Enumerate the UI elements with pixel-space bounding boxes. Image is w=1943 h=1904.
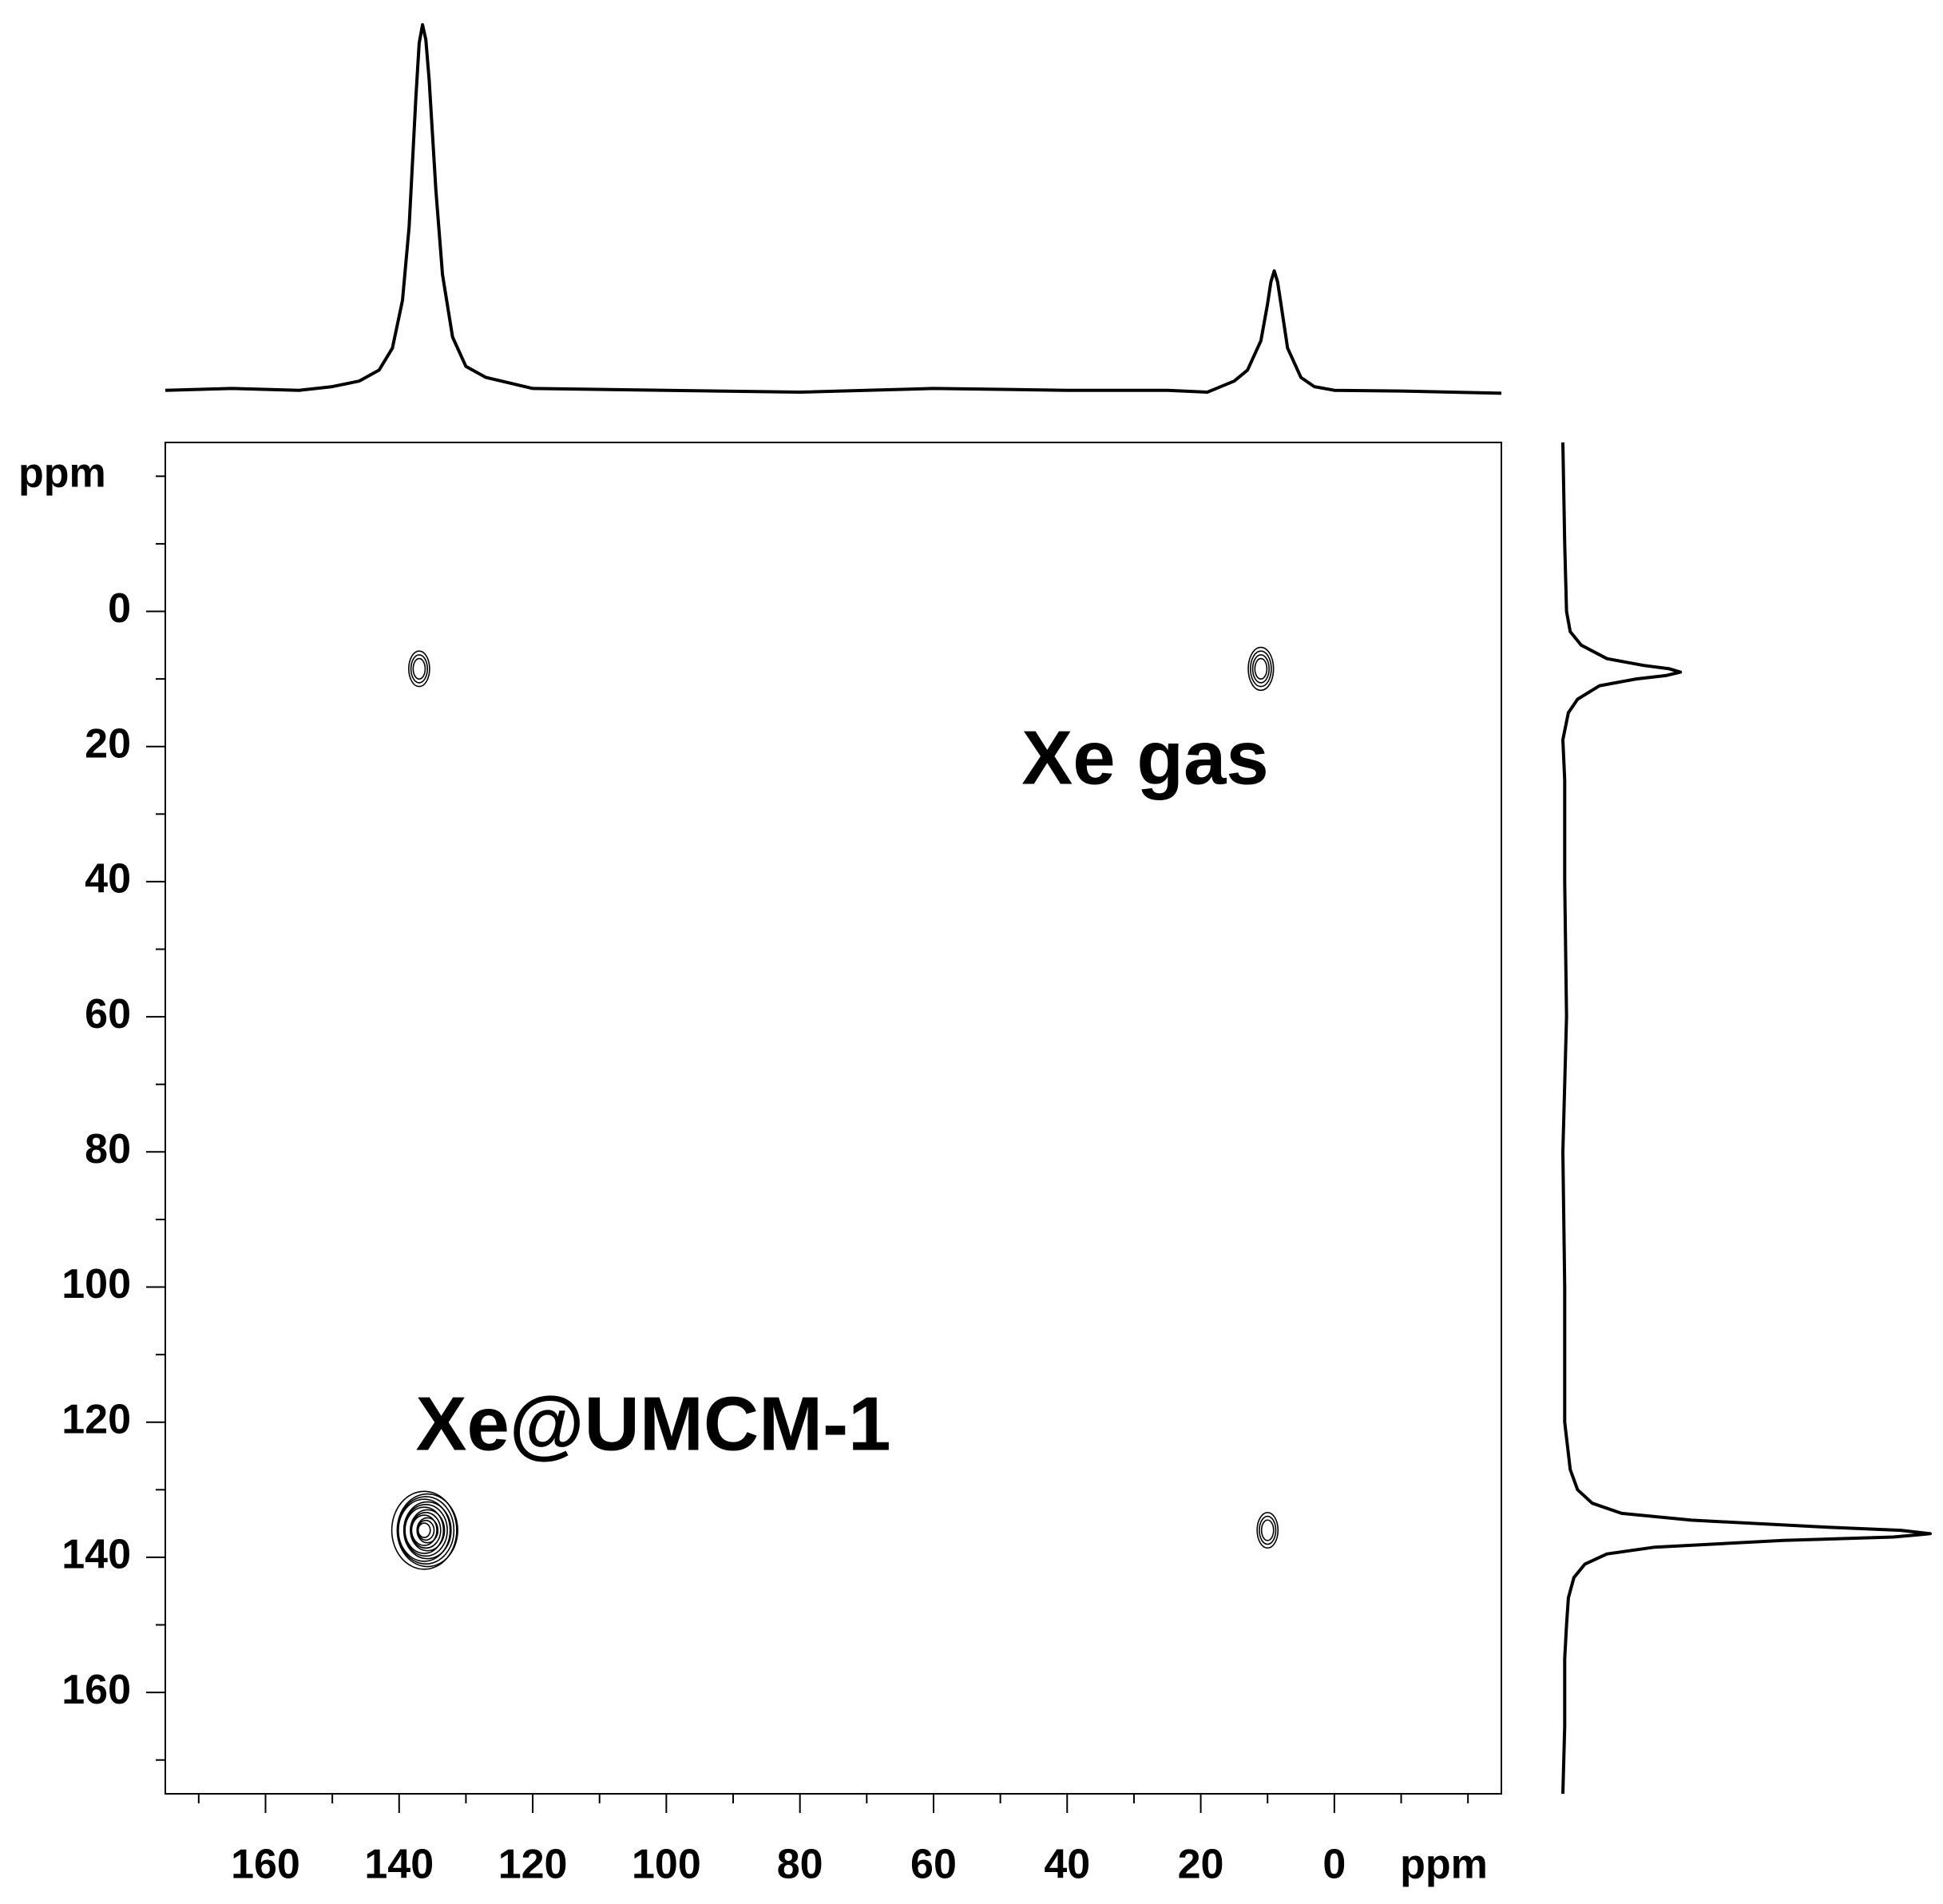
y-tick-label: 60 — [85, 991, 131, 1037]
plot-frame — [165, 442, 1502, 1795]
contour-ring — [408, 650, 430, 688]
contour-ring — [410, 654, 428, 684]
x-tick-label: 100 — [632, 1842, 701, 1888]
contour-ring — [1260, 1519, 1275, 1541]
cross-peak — [391, 1490, 458, 1570]
annotation: Xe@UMCM-1 — [416, 1381, 891, 1466]
x-tick-label: 140 — [364, 1842, 434, 1888]
contour-ring — [402, 1501, 452, 1560]
y-tick-label: 20 — [85, 720, 131, 767]
contour-ring — [391, 1490, 458, 1570]
f2-projection — [165, 23, 1502, 395]
contour-ring — [410, 1514, 438, 1546]
x-tick-label: 120 — [498, 1842, 568, 1888]
contour-ring — [416, 1517, 439, 1544]
contour-ring — [1254, 657, 1268, 680]
x-tick-label: 60 — [910, 1842, 957, 1888]
x-tick-label: 0 — [1322, 1842, 1346, 1888]
x-axis-label: ppm — [1400, 1842, 1488, 1888]
contour-ring — [1259, 1515, 1277, 1545]
y-tick-label: 120 — [61, 1396, 131, 1442]
contour-ring — [410, 1509, 446, 1552]
y-axis-label: ppm — [18, 450, 106, 497]
x-tick-label: 40 — [1044, 1842, 1090, 1888]
contour-ring — [1256, 1512, 1279, 1549]
y-tick-label: 40 — [85, 856, 131, 902]
contour-ring — [396, 1493, 458, 1568]
contour-ring — [417, 1522, 431, 1538]
x-tick-label: 160 — [231, 1842, 300, 1888]
y-tick-label: 80 — [85, 1126, 131, 1172]
x-tick-label: 20 — [1178, 1842, 1224, 1888]
contour-ring — [412, 657, 426, 680]
cross-peak — [408, 650, 430, 688]
cross-peak — [1247, 646, 1275, 692]
y-tick-label: 160 — [61, 1667, 131, 1713]
y-tick-label: 140 — [61, 1532, 131, 1578]
x-tick-label: 80 — [777, 1842, 823, 1888]
contour-ring — [1250, 650, 1272, 688]
contour-ring — [398, 1498, 451, 1562]
contour-ring — [1251, 654, 1270, 684]
y-tick-label: 0 — [108, 585, 131, 632]
f1-projection — [1561, 442, 1932, 1795]
annotation: Xe gas — [1021, 715, 1269, 800]
contour-ring — [1247, 646, 1275, 692]
y-tick-label: 100 — [61, 1261, 131, 1307]
cross-peak — [1256, 1512, 1279, 1549]
